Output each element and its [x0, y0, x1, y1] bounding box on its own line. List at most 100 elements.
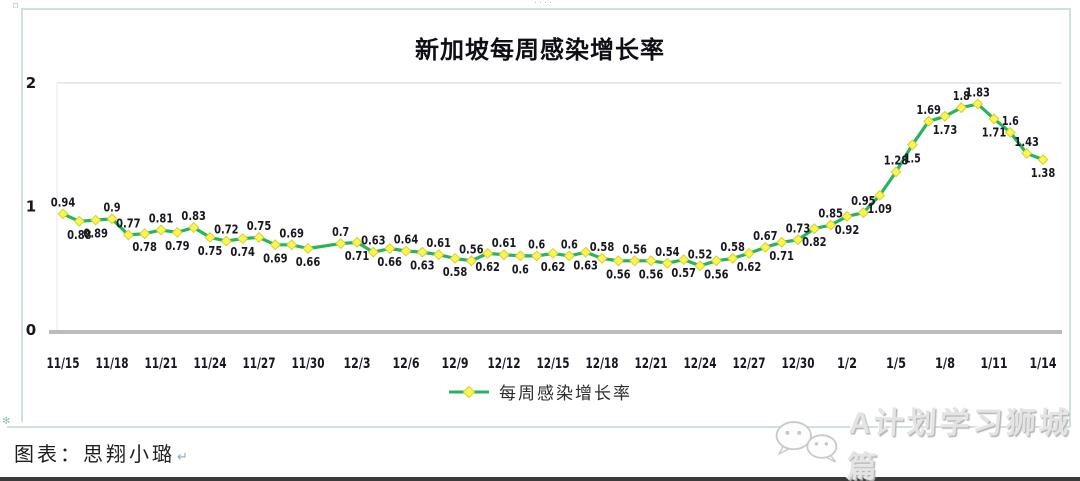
- x-tick-label: 11/21: [145, 356, 178, 372]
- y-tick-label: 2: [26, 74, 36, 92]
- data-point-label: 0.79: [165, 238, 190, 253]
- data-point-marker: [122, 229, 134, 241]
- data-point-marker: [416, 246, 428, 258]
- data-point-marker: [449, 252, 461, 264]
- data-point-marker: [1021, 147, 1033, 159]
- data-point-label: 0.6: [561, 236, 578, 251]
- data-point-marker: [384, 242, 396, 255]
- x-tick-label: 1/2: [837, 356, 857, 372]
- data-point-marker: [694, 260, 706, 272]
- data-point-marker: [808, 223, 820, 235]
- data-point-marker: [482, 247, 494, 259]
- data-point-label: 0.78: [132, 239, 157, 254]
- y-tick-label: 0: [26, 321, 36, 339]
- data-point-marker: [204, 231, 216, 243]
- data-point-label: 0.69: [279, 225, 304, 240]
- data-point-marker: [645, 255, 657, 267]
- x-tick-label: 11/24: [194, 356, 227, 372]
- data-point-label: 1.5: [904, 150, 921, 165]
- frame-corner-topleft-handle-icon[interactable]: ⌑: [13, 1, 19, 12]
- frame-left-border: [21, 8, 23, 422]
- data-point-label: 0.92: [835, 222, 860, 237]
- data-point-marker: [759, 241, 771, 253]
- data-point-marker: [776, 236, 788, 248]
- data-point-label: 1.43: [1014, 134, 1039, 149]
- data-point-label: 0.95: [851, 193, 876, 208]
- data-point-marker: [955, 102, 967, 114]
- watermark: A计划学习狮城篇: [772, 398, 1080, 481]
- chart-legend: 每周感染增长率: [0, 379, 1080, 404]
- data-point-marker: [923, 115, 935, 127]
- x-tick-label: 12/24: [684, 356, 717, 372]
- data-point-label: 0.9: [104, 199, 121, 214]
- data-point-marker: [531, 250, 543, 262]
- data-point-label: 0.62: [737, 259, 762, 274]
- data-point-marker: [237, 233, 249, 245]
- data-point-marker: [171, 226, 183, 238]
- legend-label: 每周感染增长率: [499, 384, 632, 403]
- x-tick-label: 11/30: [292, 356, 325, 372]
- frame-corner-bottomright-handle-icon[interactable]: ↘: [1059, 415, 1068, 426]
- data-point-marker: [351, 236, 363, 248]
- data-point-label: 0.61: [492, 235, 517, 250]
- data-point-label: 0.56: [606, 266, 631, 281]
- data-point-marker: [220, 235, 232, 247]
- data-point-label: 0.81: [149, 210, 174, 225]
- data-point-marker: [1004, 126, 1016, 138]
- data-point-label: 0.58: [443, 264, 468, 279]
- data-point-marker: [90, 214, 102, 226]
- frame-corner-bottomleft-handle-icon[interactable]: ✻: [2, 416, 11, 427]
- frame-bottom-border: [7, 426, 1070, 428]
- x-tick-label: 12/6: [393, 356, 420, 372]
- footer-caption: 图表：思翔小璐 ↵: [14, 438, 191, 467]
- data-point-marker: [139, 228, 151, 240]
- data-point-label: 0.56: [459, 241, 484, 256]
- data-point-label: 1.71: [982, 124, 1007, 139]
- data-point-marker: [188, 221, 200, 234]
- data-point-marker: [286, 239, 298, 251]
- data-point-label: 0.58: [720, 239, 745, 254]
- window-bottom-edge: [0, 477, 1080, 481]
- chart-title: 新加坡每周感染增长率: [415, 37, 665, 64]
- wechat-icon: [775, 421, 838, 463]
- data-point-marker: [743, 247, 755, 259]
- x-tick-label: 12/18: [586, 356, 619, 372]
- data-point-marker: [106, 213, 118, 225]
- data-point-label: 0.56: [622, 241, 647, 256]
- data-point-marker: [874, 189, 886, 201]
- data-point-marker: [514, 250, 526, 262]
- plot-area: 0 1 2 11/15 11/18 11/21 11/24 11/27 11/30 12/3 12/…: [26, 74, 1062, 372]
- data-point-label: 1.28: [884, 152, 909, 167]
- x-tick-label: 12/9: [442, 356, 469, 372]
- data-point-label: 0.75: [198, 243, 223, 258]
- data-point-label: 0.61: [426, 235, 451, 250]
- data-point-label: 1.73: [933, 122, 958, 137]
- legend-line-marker-icon: [449, 385, 489, 398]
- data-point-label: 0.71: [769, 248, 794, 263]
- frame-right-border: [1069, 8, 1071, 427]
- data-point-label: 0.7: [332, 224, 349, 239]
- x-tick-label: 11/27: [243, 356, 276, 372]
- data-point-label: 0.83: [181, 208, 206, 223]
- frame-drag-handle-icon[interactable]: ····: [534, 0, 554, 7]
- data-point-marker: [155, 224, 167, 236]
- data-point-marker: [906, 139, 918, 151]
- data-point-marker: [547, 247, 559, 259]
- x-tick-label: 12/30: [782, 356, 815, 372]
- data-point-marker: [400, 245, 412, 257]
- data-point-label: 0.6: [512, 261, 529, 276]
- data-point-label: 0.66: [296, 254, 321, 269]
- data-point-marker: [727, 252, 739, 264]
- data-point-marker: [335, 238, 347, 250]
- data-point-marker: [890, 166, 902, 178]
- data-point-marker: [972, 98, 984, 110]
- x-tick-label: 12/3: [344, 356, 371, 372]
- data-point-label: 0.63: [573, 258, 598, 273]
- data-point-label: 1.09: [867, 201, 892, 216]
- data-point-label: 0.94: [51, 194, 76, 209]
- data-point-label: 0.71: [345, 248, 370, 263]
- data-point-marker: [678, 254, 690, 266]
- data-point-label: 0.62: [541, 259, 566, 274]
- data-point-marker: [1037, 154, 1049, 166]
- data-point-label: 0.62: [475, 259, 500, 274]
